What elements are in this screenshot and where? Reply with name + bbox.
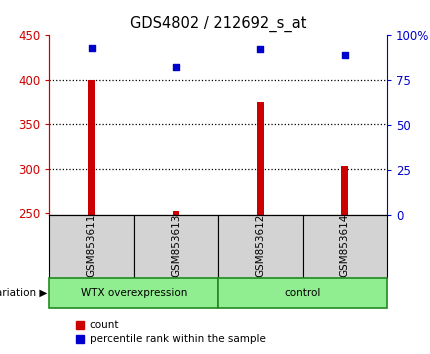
Bar xyxy=(88,80,95,215)
Title: GDS4802 / 212692_s_at: GDS4802 / 212692_s_at xyxy=(130,16,307,32)
Point xyxy=(341,52,348,58)
Text: GSM853611: GSM853611 xyxy=(86,213,97,277)
Point xyxy=(257,47,264,52)
FancyBboxPatch shape xyxy=(134,215,218,278)
Text: control: control xyxy=(284,288,321,298)
Point xyxy=(172,64,179,70)
FancyBboxPatch shape xyxy=(303,215,387,278)
FancyBboxPatch shape xyxy=(49,215,134,278)
FancyBboxPatch shape xyxy=(49,278,218,308)
Text: genotype/variation ▶: genotype/variation ▶ xyxy=(0,288,48,298)
Point xyxy=(88,45,95,50)
Text: WTX overexpression: WTX overexpression xyxy=(81,288,187,298)
FancyBboxPatch shape xyxy=(218,278,387,308)
Bar xyxy=(341,166,348,215)
Text: GSM853613: GSM853613 xyxy=(171,213,181,277)
Legend: count, percentile rank within the sample: count, percentile rank within the sample xyxy=(76,320,266,344)
Bar xyxy=(173,211,179,215)
FancyBboxPatch shape xyxy=(218,215,303,278)
Text: GSM853612: GSM853612 xyxy=(255,213,265,277)
Bar xyxy=(257,102,264,215)
Text: GSM853614: GSM853614 xyxy=(340,213,350,277)
